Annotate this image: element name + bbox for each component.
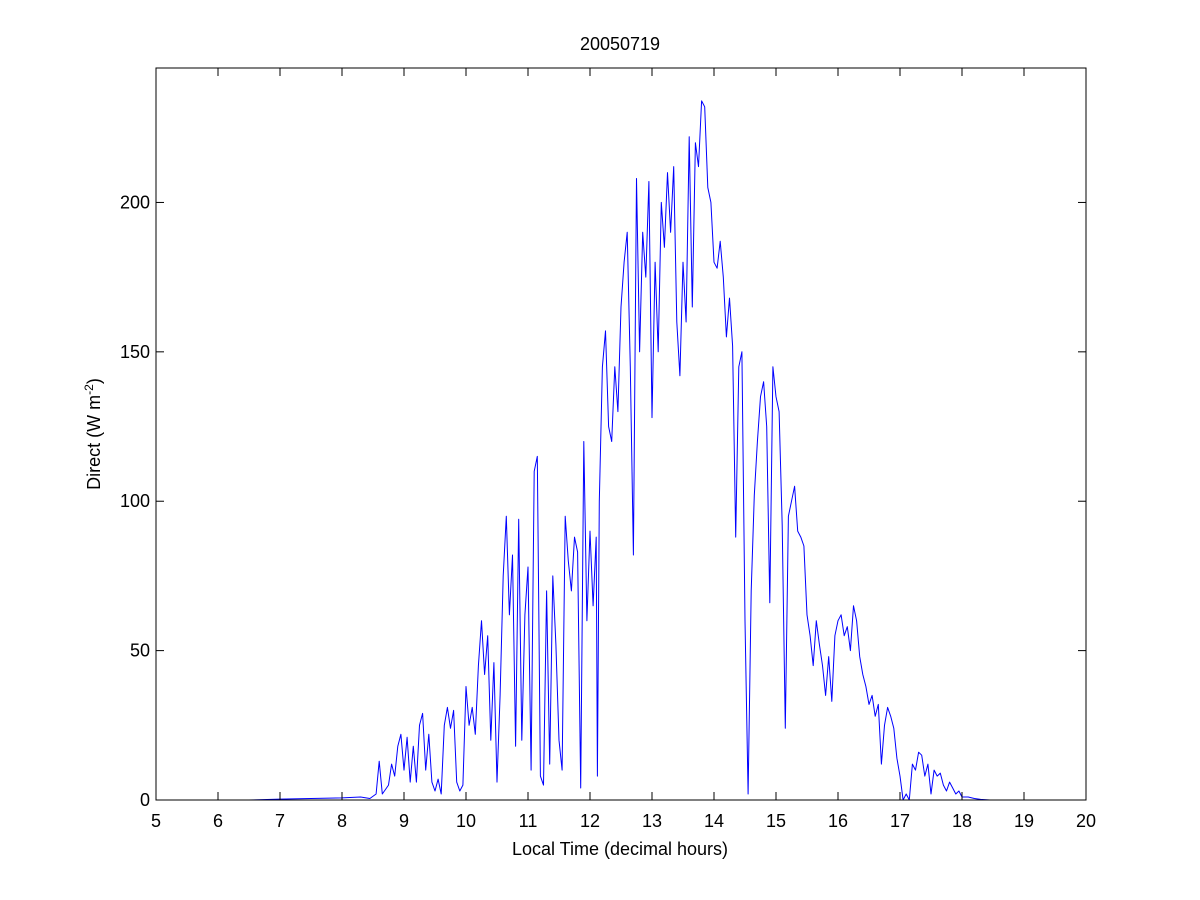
y-axis-label-exponent: -2 — [82, 384, 96, 395]
x-tick-label: 13 — [642, 811, 662, 831]
x-tick-label: 20 — [1076, 811, 1096, 831]
x-tick-label: 6 — [213, 811, 223, 831]
series-line-0 — [202, 100, 1006, 801]
y-axis-label-close: ) — [84, 378, 104, 384]
y-tick-label: 200 — [120, 192, 150, 212]
x-tick-label: 19 — [1014, 811, 1034, 831]
y-tick-label: 50 — [130, 641, 150, 661]
x-tick-label: 18 — [952, 811, 972, 831]
y-tick-label: 0 — [140, 790, 150, 810]
x-tick-label: 11 — [519, 811, 538, 831]
x-tick-label: 17 — [890, 811, 910, 831]
x-tick-label: 14 — [704, 811, 724, 831]
y-axis-label: Direct (W m-2) — [82, 378, 104, 490]
x-tick-label: 15 — [766, 811, 786, 831]
y-axis-label-main: Direct (W m — [84, 395, 104, 490]
series-layer — [202, 100, 1006, 801]
plot-frame — [155, 67, 1087, 801]
x-tick-label: 10 — [456, 811, 476, 831]
y-tick-label: 100 — [120, 491, 150, 511]
x-axis-label: Local Time (decimal hours) — [512, 839, 728, 859]
x-tick-label: 7 — [275, 811, 285, 831]
x-tick-label: 8 — [337, 811, 347, 831]
chart-title: 20050719 — [580, 34, 660, 54]
x-tick-label: 5 — [151, 811, 161, 831]
x-tick-label: 9 — [399, 811, 409, 831]
x-tick-label: 12 — [580, 811, 600, 831]
y-tick-label: 150 — [120, 342, 150, 362]
x-tick-label: 16 — [828, 811, 848, 831]
